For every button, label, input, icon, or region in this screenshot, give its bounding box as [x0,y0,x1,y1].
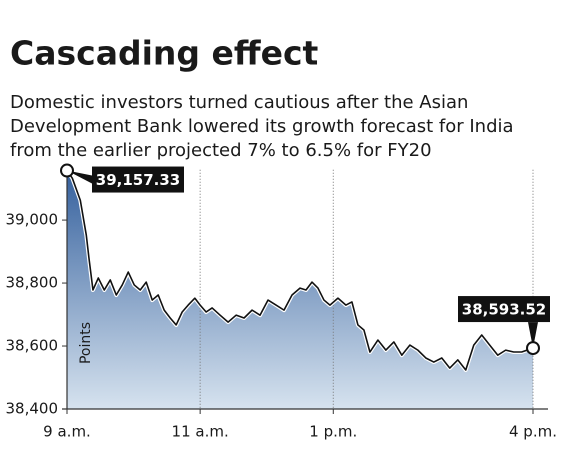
y-tick-label: 38,600 [6,337,59,355]
y-tick-label: 39,000 [6,211,59,229]
subtitle-line: from the earlier projected 7% to 6.5% fo… [10,140,432,161]
chart: Cascading effect Domestic investors turn… [0,0,572,458]
x-tick-label: 9 a.m. [43,423,91,441]
x-tick-label: 11 a.m. [172,423,229,441]
chart-title: Cascading effect [10,34,319,73]
y-tick-label: 38,400 [6,400,59,418]
value-label: 39,157.33 [96,171,180,189]
y-tick-label: 38,800 [6,274,59,292]
subtitle-line: Development Bank lowered its growth fore… [10,116,514,137]
y-axis-label: Points [78,322,94,364]
x-tick-label: 1 p.m. [309,423,357,441]
value-label: 38,593.52 [462,301,546,319]
point-marker [61,165,73,177]
point-marker [527,342,539,354]
subtitle-line: Domestic investors turned cautious after… [10,92,468,113]
x-tick-label: 4 p.m. [509,423,557,441]
